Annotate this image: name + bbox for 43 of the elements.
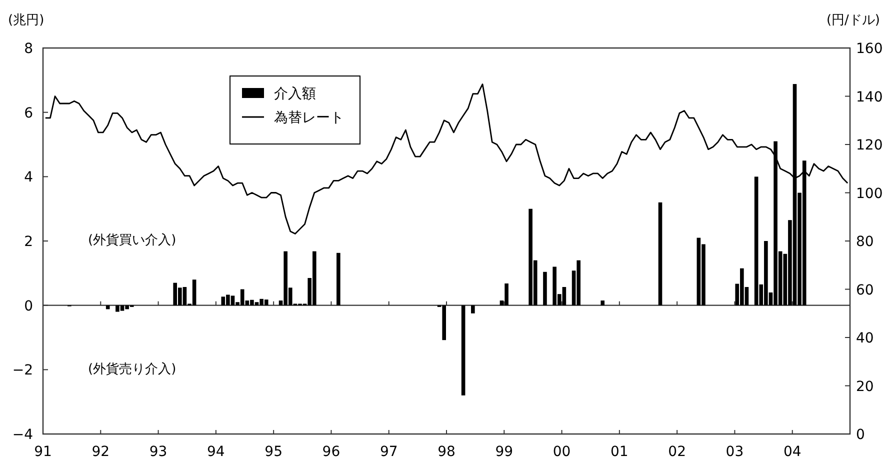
y-tick-label: 2 — [24, 234, 33, 250]
y-tick-label: −2 — [12, 362, 33, 379]
y-tick-label: 8 — [24, 41, 33, 57]
x-tick-label: 99 — [495, 444, 514, 460]
x-tick-label: 00 — [552, 444, 571, 460]
x-tick-label: 94 — [207, 444, 225, 460]
x-tick-label: 98 — [438, 444, 456, 460]
y2-tick-label: 100 — [856, 186, 883, 202]
y2-tick-label: 60 — [856, 282, 874, 298]
x-tick-label: 96 — [322, 444, 340, 460]
y2-tick-label: 0 — [856, 427, 865, 443]
annotation: (外貨売り介入) — [88, 362, 176, 377]
x-tick-label: 04 — [783, 444, 802, 460]
y-tick-label: 4 — [24, 170, 34, 186]
x-tick-label: 92 — [92, 444, 110, 460]
bar — [471, 305, 475, 314]
y2-tick-label: 160 — [856, 41, 883, 57]
x-tick-label: 95 — [264, 444, 282, 460]
y2-axis-title: (円/ドル) — [826, 13, 880, 28]
legend-label: 為替レート — [274, 110, 344, 126]
x-tick-label: 03 — [726, 444, 744, 460]
y-tick-label: −4 — [12, 427, 34, 443]
y2-tick-label: 80 — [856, 234, 874, 250]
x-tick-label: 97 — [380, 444, 398, 460]
x-tick-label: 01 — [610, 444, 628, 460]
y2-tick-label: 40 — [856, 330, 874, 346]
bar — [106, 305, 110, 310]
y-axis-title: (兆円) — [8, 13, 44, 28]
y-tick-label: 6 — [24, 105, 34, 122]
legend-label: 介入額 — [274, 86, 316, 102]
x-tick-label: 93 — [149, 444, 168, 460]
bar — [658, 202, 662, 306]
x-tick-label: 91 — [34, 444, 52, 460]
bar — [600, 300, 605, 306]
y-tick-label: 0 — [24, 298, 33, 314]
x-tick-label: 02 — [668, 444, 686, 460]
y2-tick-label: 140 — [856, 89, 883, 106]
y2-tick-label: 120 — [856, 138, 883, 154]
bar — [543, 272, 547, 306]
bar — [336, 252, 340, 306]
bar — [461, 305, 466, 396]
y2-tick-label: 20 — [856, 378, 874, 395]
annotation: (外貨買い介入) — [88, 233, 176, 248]
